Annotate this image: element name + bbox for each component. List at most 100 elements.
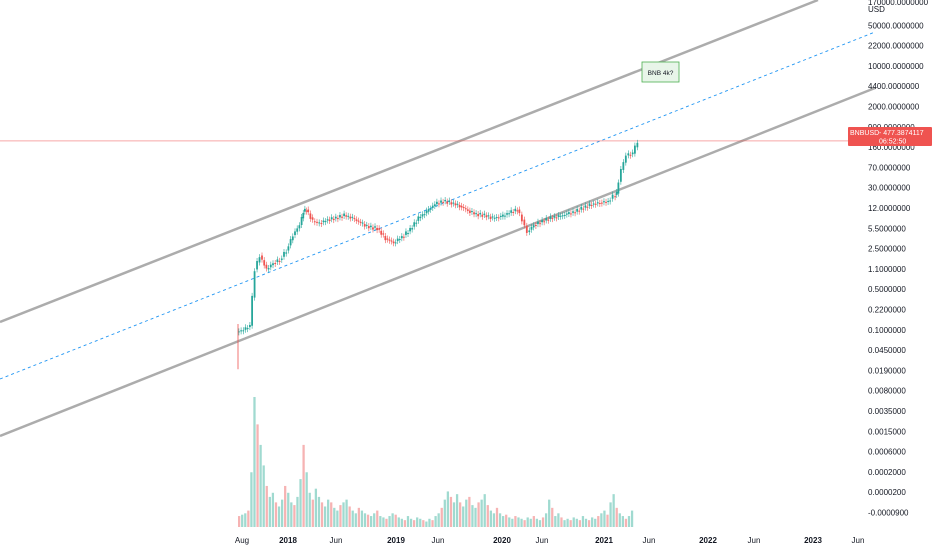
volume-bar: [612, 494, 615, 527]
candle-body: [580, 206, 583, 210]
candle-body: [345, 215, 348, 217]
annotation-box[interactable]: BNB 4k?: [641, 61, 680, 83]
candle-body: [483, 213, 486, 215]
candle-body: [246, 328, 249, 330]
volume-bar: [621, 516, 624, 527]
candle-body: [549, 216, 552, 219]
candle-body: [265, 264, 268, 269]
volume-bar: [597, 516, 600, 527]
candle-body: [267, 268, 270, 270]
candle-body: [539, 223, 541, 225]
candle-body: [296, 228, 299, 232]
volume-bar: [523, 520, 526, 527]
volume-bar: [409, 518, 413, 527]
candle-body: [311, 217, 314, 220]
y-tick-label: 10000.0000000: [868, 62, 924, 71]
volume-bar: [594, 518, 597, 527]
candle-body: [339, 215, 341, 218]
y-tick-label: 0.0000200: [868, 488, 906, 497]
volume-bar: [606, 514, 609, 527]
volume-bar: [609, 502, 612, 527]
candle-body: [429, 208, 432, 210]
candle-body: [502, 214, 504, 217]
y-tick-label: 0.0450000: [868, 346, 906, 355]
volume-bar: [370, 516, 373, 527]
volume-bar: [250, 472, 253, 527]
volume-bar: [569, 520, 572, 527]
x-tick-label: 2019: [387, 536, 405, 545]
volume-bar: [265, 485, 268, 527]
candle-body: [386, 238, 389, 240]
channel-upper-line[interactable]: [0, 0, 819, 324]
candle-body: [601, 202, 603, 204]
candle-body: [525, 225, 528, 233]
x-tick-label: Jun: [643, 536, 656, 545]
candle-body: [436, 201, 438, 205]
candle-body: [313, 221, 316, 223]
candle-body: [382, 233, 385, 235]
channel-median-line[interactable]: [0, 31, 876, 380]
candle-body: [378, 228, 381, 230]
candle-body: [448, 200, 451, 202]
candle-body: [261, 255, 263, 260]
candle-body: [287, 246, 290, 251]
x-tick-label: 2018: [279, 536, 297, 545]
volume-bar: [502, 516, 505, 527]
candle-body: [438, 203, 440, 205]
y-tick-label: 0.0015000: [868, 427, 906, 436]
volume-bars: [238, 397, 634, 527]
candle-body: [631, 152, 634, 155]
candle-body: [425, 210, 428, 214]
candle-body: [598, 203, 601, 205]
candle-body: [403, 236, 405, 238]
y-tick-label: 50000.0000000: [868, 21, 924, 30]
badge-symbol: BNBUSD: [850, 130, 879, 137]
candle-body: [462, 207, 465, 209]
volume-bar: [535, 518, 539, 527]
candle-body: [607, 200, 609, 202]
candle-body: [365, 224, 368, 226]
candle-body: [427, 208, 430, 212]
candle-body: [479, 212, 482, 215]
candle-body: [328, 219, 331, 222]
candle-body: [570, 213, 572, 215]
candle-body: [353, 218, 356, 220]
volume-bar: [388, 516, 391, 527]
candle-body: [355, 219, 358, 221]
volume-bar: [529, 518, 532, 527]
volume-bar: [394, 514, 397, 527]
volume-bar: [554, 516, 557, 527]
volume-bar: [293, 505, 296, 527]
candle-body: [458, 205, 461, 208]
candle-body: [477, 214, 480, 217]
candle-body: [634, 145, 636, 154]
candle-body: [263, 260, 266, 266]
x-tick-label: 2020: [493, 536, 511, 545]
channel-lower-line[interactable]: [0, 86, 876, 438]
volume-bar: [327, 499, 330, 527]
volume-bar: [425, 521, 428, 527]
candle-body: [485, 215, 488, 218]
candle-body: [588, 203, 591, 206]
volume-bar: [256, 424, 259, 527]
candle-body: [605, 201, 607, 203]
candle-body: [611, 194, 614, 199]
candle-body: [307, 209, 310, 213]
volume-bar: [412, 520, 416, 527]
volume-bar: [498, 513, 502, 527]
volume-bar: [373, 513, 376, 527]
candle-body: [452, 202, 455, 204]
volume-bar: [339, 505, 342, 527]
x-tick-label: Jun: [330, 536, 343, 545]
candle-body: [547, 219, 550, 221]
candle-body: [372, 227, 374, 230]
candle-body: [559, 215, 562, 217]
x-tick-label: Jun: [432, 536, 445, 545]
volume-bar: [274, 502, 278, 527]
candle-body: [444, 199, 447, 202]
volume-bar: [323, 506, 327, 527]
candle-body: [489, 216, 492, 219]
candle-body: [359, 221, 362, 223]
volume-bar: [302, 444, 305, 527]
